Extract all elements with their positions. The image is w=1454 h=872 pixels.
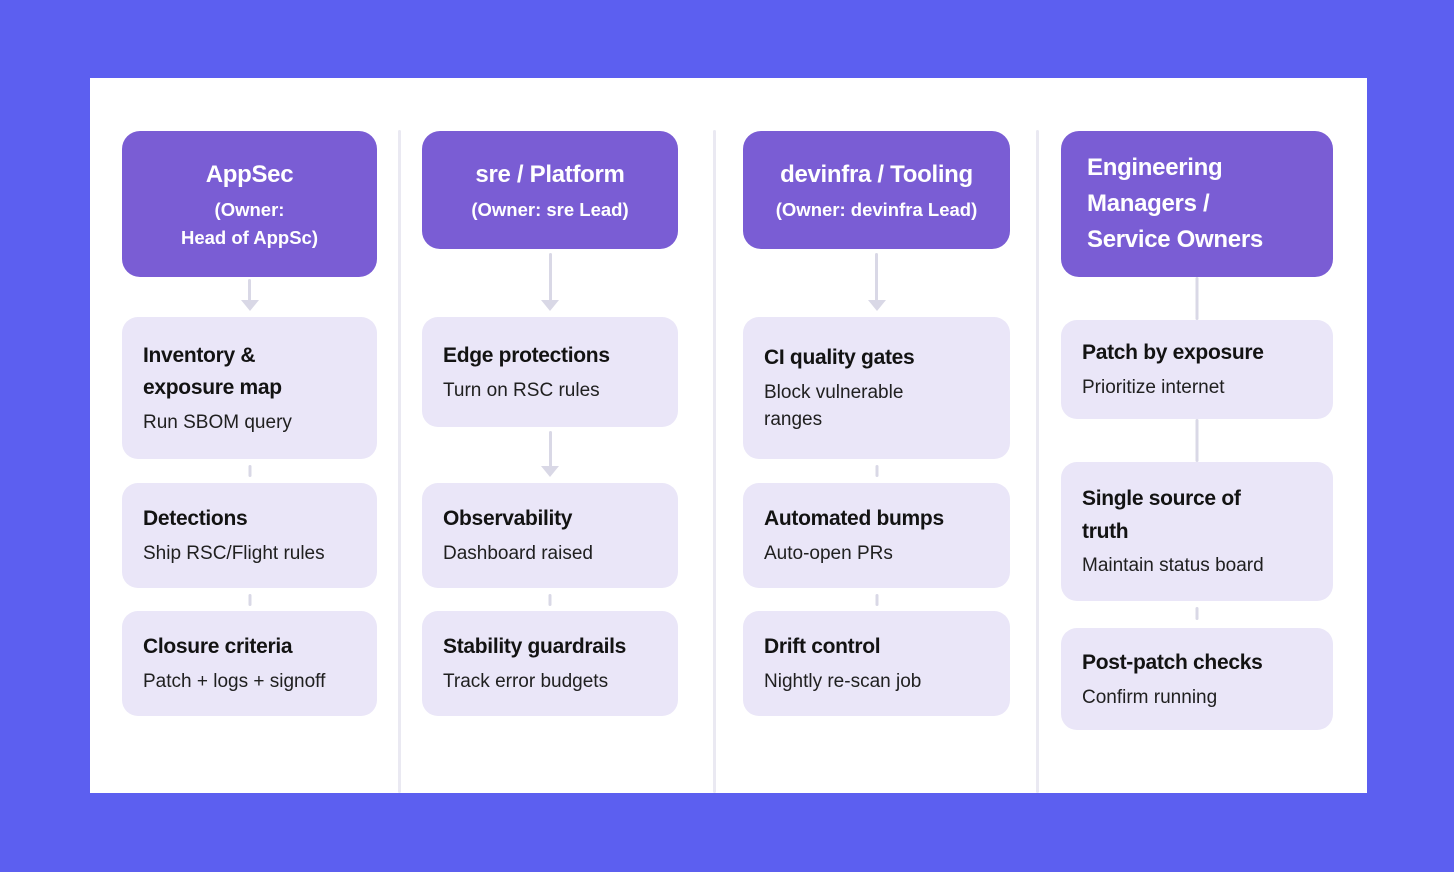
task-card: Patch by exposure Prioritize internet bbox=[1061, 320, 1333, 419]
connector-stub bbox=[875, 594, 878, 606]
arrow-down-icon bbox=[240, 300, 259, 311]
task-title: CI quality gates bbox=[764, 346, 915, 370]
task-title: Automated bumps bbox=[764, 507, 944, 531]
task-title: Stability guardrails bbox=[443, 635, 627, 659]
arrow-down-icon bbox=[541, 300, 559, 311]
connector-arrow-down bbox=[867, 253, 886, 311]
column-owner-label: (Owner: Head of AppSc) bbox=[180, 198, 319, 248]
column-title: sre / Platform bbox=[475, 160, 625, 188]
connector-line-down bbox=[1195, 277, 1199, 320]
connector-line bbox=[1195, 419, 1199, 462]
connector-line bbox=[1195, 607, 1199, 620]
task-detail: Dashboard raised bbox=[443, 543, 593, 564]
task-detail: Nightly re-scan job bbox=[764, 671, 922, 692]
column-owner-label: (Owner: sre Lead) bbox=[471, 198, 629, 220]
connector-line bbox=[1195, 277, 1199, 320]
task-card: Detections Ship RSC/Flight rules bbox=[122, 483, 377, 588]
connector-stub bbox=[248, 594, 251, 606]
task-card: Closure criteria Patch + logs + signoff bbox=[122, 611, 377, 716]
column-devinfra-tooling: devinfra / Tooling (Owner: devinfra Lead… bbox=[743, 78, 1010, 793]
connector-arrow-down bbox=[541, 431, 559, 477]
task-title: Detections bbox=[143, 507, 248, 531]
connector-line bbox=[248, 594, 251, 606]
task-detail: Maintain status board bbox=[1082, 555, 1264, 577]
column-header: AppSec (Owner: Head of AppSc) bbox=[122, 131, 377, 277]
column-appsec: AppSec (Owner: Head of AppSc) Inventory … bbox=[122, 78, 377, 793]
column-title: AppSec bbox=[205, 160, 294, 188]
task-title: Inventory & exposure map bbox=[143, 343, 282, 400]
task-detail: Confirm running bbox=[1082, 686, 1218, 708]
task-card: Observability Dashboard raised bbox=[422, 483, 678, 588]
connector-stub bbox=[875, 465, 878, 477]
connector-arrow-down bbox=[240, 279, 259, 311]
column-title: devinfra / Tooling bbox=[780, 160, 973, 188]
column-divider bbox=[398, 130, 401, 793]
task-card: Single source of truth Maintain status b… bbox=[1061, 462, 1333, 601]
column-header: sre / Platform (Owner: sre Lead) bbox=[422, 131, 678, 249]
connector-line bbox=[548, 431, 552, 467]
task-title: Observability bbox=[443, 507, 573, 531]
task-title: Single source of truth bbox=[1082, 487, 1241, 543]
arrow-down-icon bbox=[541, 466, 559, 477]
task-title: Edge protections bbox=[443, 343, 610, 367]
task-card: Edge protections Turn on RSC rules bbox=[422, 317, 678, 427]
connector-line bbox=[875, 253, 878, 301]
connector-line bbox=[248, 465, 251, 477]
task-card: Inventory & exposure map Run SBOM query bbox=[122, 317, 377, 459]
column-owner-label: (Owner: devinfra Lead) bbox=[775, 198, 978, 220]
column-header: devinfra / Tooling (Owner: devinfra Lead… bbox=[743, 131, 1010, 249]
arrow-down-icon bbox=[867, 300, 886, 311]
task-card: Post-patch checks Confirm running bbox=[1061, 628, 1333, 730]
task-detail: Patch + logs + signoff bbox=[143, 671, 326, 692]
connector-line bbox=[875, 465, 878, 477]
task-detail: Ship RSC/Flight rules bbox=[143, 543, 325, 564]
connector-stub bbox=[548, 594, 552, 606]
column-divider bbox=[713, 130, 716, 793]
connector-line bbox=[548, 594, 552, 606]
connector-line-down bbox=[1195, 419, 1199, 462]
task-card: Stability guardrails Track error budgets bbox=[422, 611, 678, 716]
task-card: Automated bumps Auto-open PRs bbox=[743, 483, 1010, 588]
ownership-board: AppSec (Owner: Head of AppSc) Inventory … bbox=[90, 78, 1367, 793]
task-detail: Track error budgets bbox=[443, 671, 609, 692]
column-divider bbox=[1036, 130, 1039, 793]
task-card: Drift control Nightly re-scan job bbox=[743, 611, 1010, 716]
task-card: CI quality gates Block vulnerable ranges bbox=[743, 317, 1010, 459]
column-sre-platform: sre / Platform (Owner: sre Lead) Edge pr… bbox=[422, 78, 678, 793]
task-detail: Auto-open PRs bbox=[764, 543, 893, 564]
task-detail: Run SBOM query bbox=[143, 411, 292, 433]
task-title: Post-patch checks bbox=[1082, 650, 1263, 674]
connector-line bbox=[548, 253, 552, 301]
connector-line bbox=[248, 279, 251, 301]
task-title: Drift control bbox=[764, 635, 881, 659]
connector-line bbox=[875, 594, 878, 606]
connector-stub bbox=[248, 465, 251, 477]
task-title: Closure criteria bbox=[143, 635, 293, 659]
connector-arrow-down bbox=[541, 253, 559, 311]
column-title: Engineering Managers / Service Owners bbox=[1087, 154, 1263, 253]
task-detail: Turn on RSC rules bbox=[443, 379, 600, 401]
column-header: Engineering Managers / Service Owners bbox=[1061, 131, 1333, 277]
column-eng-managers: Engineering Managers / Service Owners Pa… bbox=[1061, 78, 1333, 793]
task-title: Patch by exposure bbox=[1082, 341, 1264, 365]
task-detail: Prioritize internet bbox=[1082, 377, 1225, 398]
connector-stub bbox=[1195, 607, 1199, 620]
task-detail: Block vulnerable ranges bbox=[764, 381, 904, 431]
